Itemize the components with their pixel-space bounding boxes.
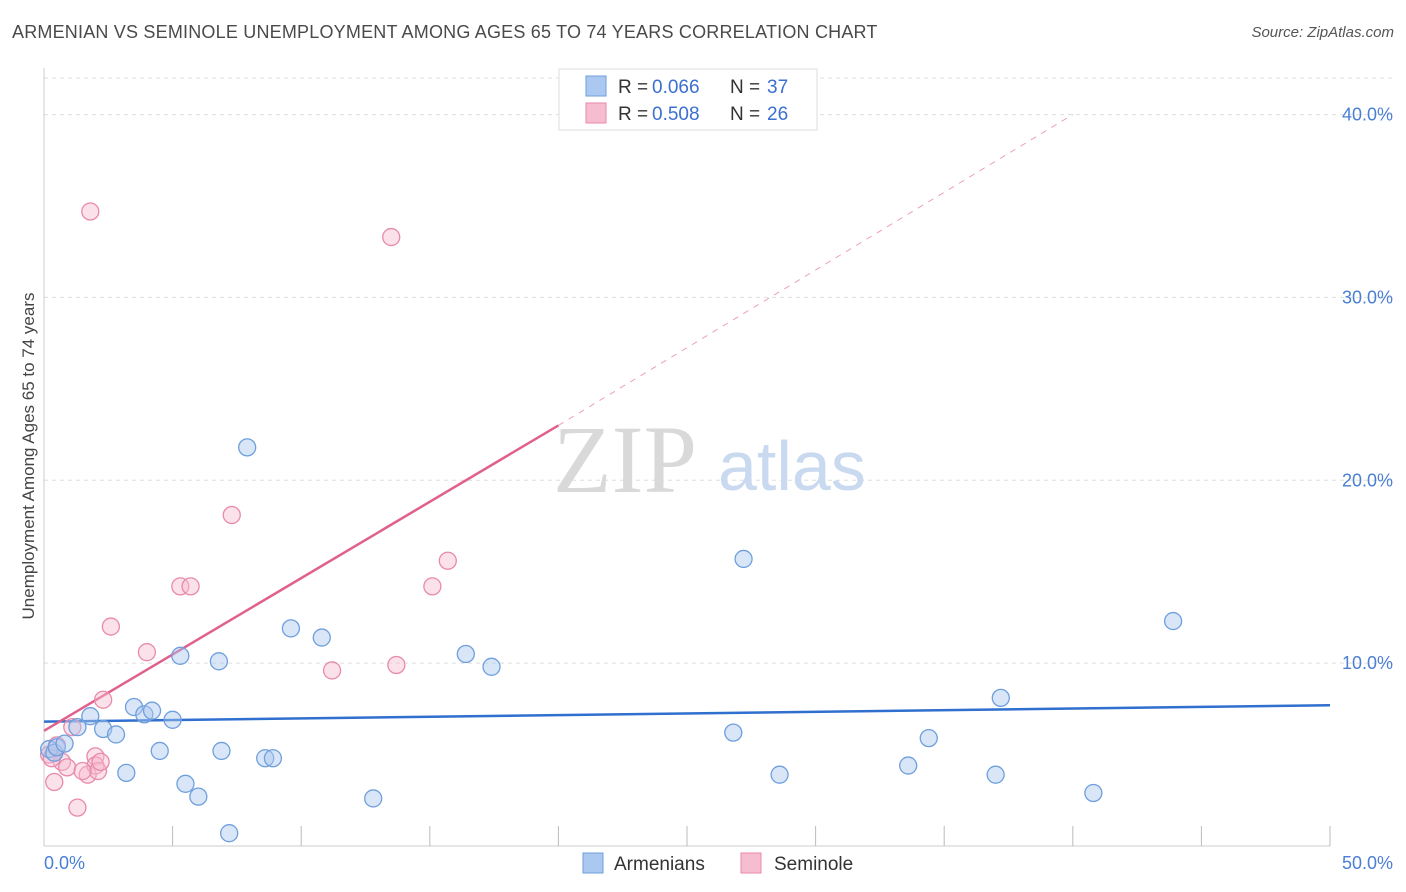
armenian-point-12 <box>150 741 169 761</box>
bottom-legend-swatch-seminole <box>740 852 762 874</box>
armenian-point-19 <box>220 824 239 843</box>
y-tick-label-10: 10.0% <box>1342 653 1393 673</box>
seminole-point-23 <box>91 752 110 772</box>
seminole-point-19 <box>382 227 401 247</box>
armenian-point-27 <box>482 657 501 676</box>
seminole-point-25 <box>73 761 92 781</box>
armenian-point-22 <box>263 749 283 768</box>
armenian-point-31 <box>899 756 918 775</box>
seminole-point-16 <box>181 577 200 596</box>
legend-r-label-seminole: R = <box>618 104 648 125</box>
armenian-point-21 <box>256 749 275 768</box>
armenian-point-26 <box>456 644 475 664</box>
y-tick-label-40: 40.0% <box>1342 105 1393 125</box>
legend-swatch-seminole <box>585 102 607 124</box>
seminole-point-11 <box>94 690 113 709</box>
legend-n-label-seminole: N = <box>730 104 760 125</box>
watermark-atlas: atlas <box>718 427 866 505</box>
legend-n-label-armenian: N = <box>730 77 760 98</box>
seminole-point-1 <box>45 772 64 792</box>
legend-r-label-armenian: R = <box>618 77 648 98</box>
armenian-point-30 <box>770 765 789 784</box>
y-tick-label-20: 20.0% <box>1342 470 1393 490</box>
y-tick-label-30: 30.0% <box>1342 287 1393 307</box>
bottom-legend-swatch-armenians <box>582 852 604 874</box>
seminole-point-5 <box>63 717 82 737</box>
seminole-point-17 <box>222 505 241 525</box>
armenian-points <box>39 438 1183 843</box>
x-tick-label-min: 0.0% <box>44 853 85 873</box>
armenian-point-35 <box>1084 783 1103 803</box>
bottom-legend: Armenians Seminole <box>582 852 853 875</box>
seminole-point-18 <box>322 661 342 680</box>
seminole-point-20 <box>387 655 406 675</box>
trend-lines <box>43 114 1331 732</box>
armenian-point-13 <box>163 710 182 729</box>
legend-r-value-seminole: 0.508 <box>652 104 700 125</box>
armenian-point-29 <box>734 549 753 569</box>
x-tick-label-max: 50.0% <box>1342 853 1393 873</box>
armenian-point-14 <box>171 646 190 665</box>
armenian-point-17 <box>209 652 229 671</box>
armenian-point-28 <box>724 723 743 742</box>
armenian-point-33 <box>986 765 1005 784</box>
watermark-zip: ZIP <box>553 406 697 513</box>
armenian-point-3 <box>55 734 74 753</box>
seminole-point-21 <box>423 577 442 596</box>
seminole-points <box>39 202 457 817</box>
seminole-point-12 <box>101 617 121 636</box>
armenian-point-34 <box>991 688 1010 708</box>
seminole-point-15 <box>171 577 190 596</box>
y-axis-label: Unemployment Among Ages 65 to 74 years <box>19 293 38 620</box>
watermark: ZIP atlas <box>553 406 866 513</box>
source-label: Source: ZipAtlas.com <box>1251 24 1394 41</box>
seminole-trend-line <box>43 424 560 732</box>
armenian-point-18 <box>212 741 231 761</box>
legend-r-value-armenian: 0.066 <box>652 77 700 98</box>
y-tick-labels: 10.0% 20.0% 30.0% 40.0% <box>1342 105 1393 674</box>
seminole-point-14 <box>137 643 157 662</box>
armenian-point-5 <box>81 707 100 726</box>
armenian-point-15 <box>176 774 195 793</box>
armenian-point-8 <box>117 763 136 783</box>
armenian-point-20 <box>238 438 257 457</box>
seminole-trend-extension <box>558 114 1074 426</box>
seminole-point-22 <box>438 551 457 570</box>
x-ticks <box>172 826 1331 846</box>
armenian-point-7 <box>106 725 126 744</box>
armenian-point-23 <box>281 619 301 638</box>
armenian-point-9 <box>124 697 144 717</box>
seminole-point-4 <box>57 758 77 777</box>
chart-title: ARMENIAN VS SEMINOLE UNEMPLOYMENT AMONG … <box>12 22 878 42</box>
seminole-point-13 <box>81 202 100 221</box>
armenian-point-36 <box>1163 611 1183 631</box>
bottom-legend-armenians: Armenians <box>614 854 705 875</box>
legend-n-value-armenian: 37 <box>767 77 788 98</box>
legend-box: R = 0.066 N = 37 R = 0.508 N = 26 <box>558 68 818 131</box>
armenian-point-11 <box>142 701 162 720</box>
bottom-legend-seminole: Seminole <box>774 854 853 875</box>
legend-n-value-seminole: 26 <box>767 104 788 125</box>
armenian-trend-line <box>43 703 1331 723</box>
armenian-point-4 <box>68 717 87 737</box>
armenian-point-24 <box>312 628 331 647</box>
legend-swatch-armenian <box>585 75 607 97</box>
armenian-point-16 <box>189 787 208 806</box>
armenian-point-32 <box>919 728 938 748</box>
armenian-point-25 <box>364 789 383 808</box>
grid-lines <box>44 77 1393 664</box>
seminole-point-6 <box>68 798 87 817</box>
